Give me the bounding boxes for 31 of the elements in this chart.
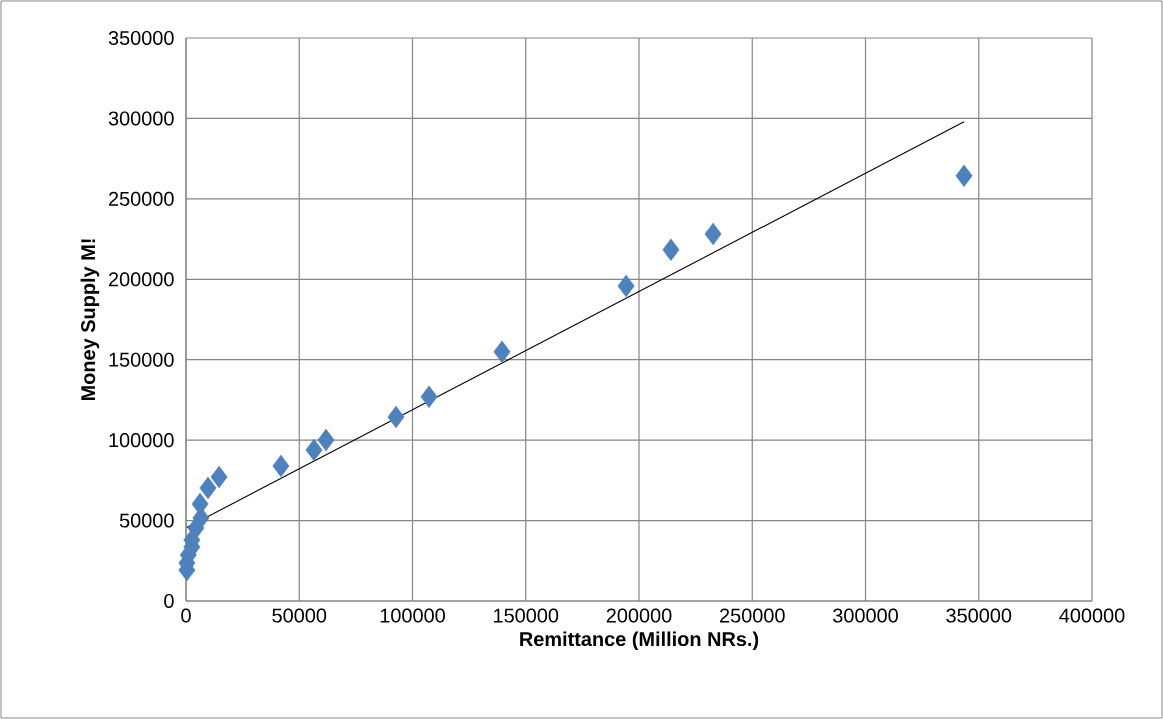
x-tick-label: 250000 (720, 608, 785, 623)
point (272, 454, 290, 478)
point (210, 465, 228, 489)
x-tick-label: 50000 (272, 608, 327, 623)
y-tick-label: 50000 (119, 513, 174, 528)
y-tick-label: 250000 (108, 191, 174, 206)
x-axis-title: Remittance (Million NRs.) (520, 631, 759, 651)
point (199, 476, 217, 500)
y-tick-label: 150000 (109, 352, 174, 367)
point (662, 238, 680, 262)
y-tick-label: 300000 (108, 111, 174, 126)
x-tick-label: 150000 (494, 608, 559, 623)
x-tick-label: 0 (181, 608, 191, 623)
x-tick-label: 350000 (946, 608, 1012, 623)
y-axis-title: Money Supply M! (80, 239, 100, 401)
x-tick-label: 400000 (1059, 608, 1125, 623)
y-tick-label: 100000 (109, 433, 174, 448)
y-tick-label: 200000 (108, 272, 174, 287)
point (617, 274, 635, 298)
y-tick-label: 350000 (108, 30, 174, 46)
point (493, 340, 511, 364)
x-tick-label: 200000 (606, 608, 672, 623)
x-tick-label: 300000 (833, 608, 898, 623)
x-tick-label: 100000 (380, 608, 445, 623)
point (955, 164, 973, 188)
y-tick-label: 0 (164, 593, 174, 609)
point (387, 405, 405, 429)
point (420, 385, 438, 409)
point (305, 438, 323, 462)
point (704, 222, 722, 246)
point (317, 428, 335, 452)
